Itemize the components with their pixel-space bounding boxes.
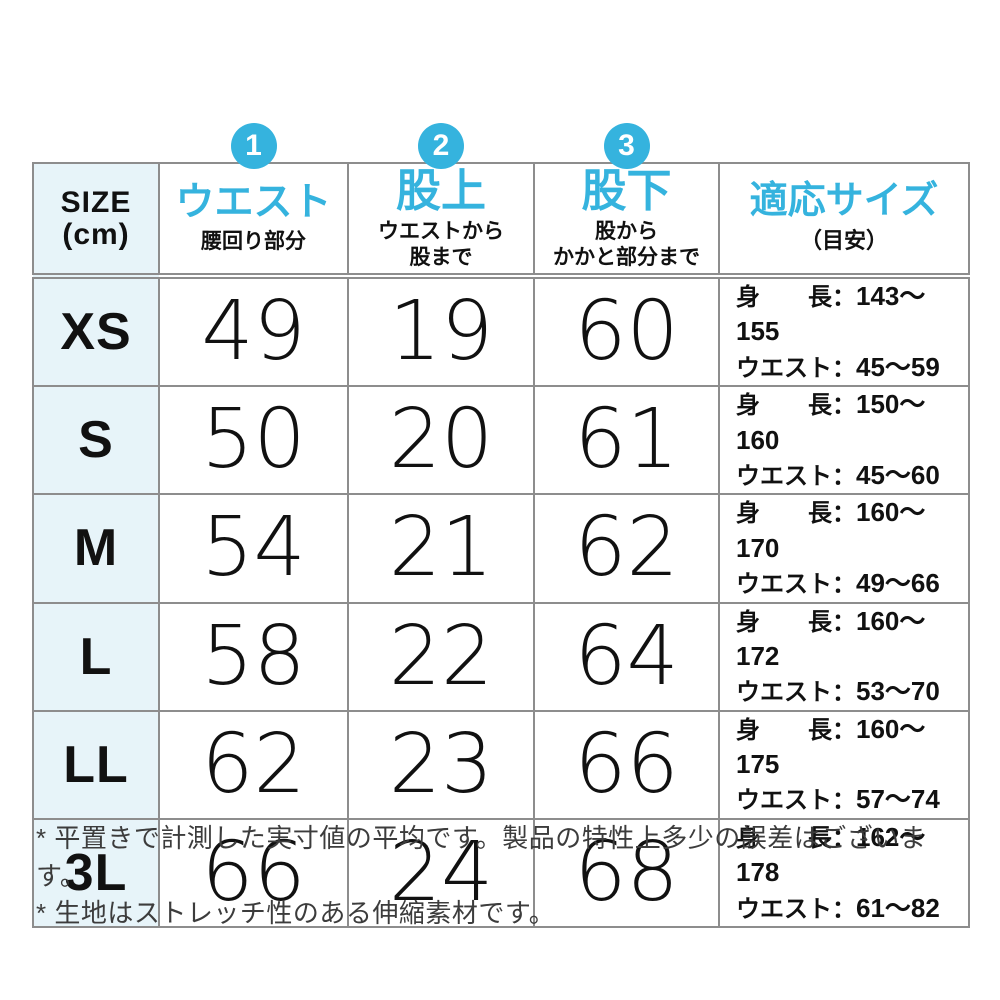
fit-range: 身 長：162〜178 ウエスト：61〜82 (718, 817, 970, 929)
inseam-column-subtitle-line1: 股から (595, 220, 658, 244)
inseam-value: 61 (533, 385, 720, 496)
fit-column-title: 適応サイズ (749, 179, 939, 222)
fit-waist-line: ウエスト：61〜82 (736, 892, 940, 923)
fit-range: 身 長：143〜155 ウエスト：45〜59 (718, 274, 970, 388)
fit-column-subtitle: （目安） (799, 228, 888, 254)
fit-waist-value: 45〜60 (856, 459, 940, 490)
fit-range: 身 長：160〜175 ウエスト：57〜74 (718, 709, 970, 820)
badge-1-icon: 1 (230, 123, 277, 169)
rise-value: 21 (347, 493, 535, 604)
rise-value: 19 (347, 274, 535, 388)
rise-value: 22 (347, 601, 535, 712)
size-label-line1: SIZE (60, 186, 132, 220)
fit-height-line: 身 長：150〜160 (736, 389, 926, 455)
waist-value: 50 (158, 385, 349, 496)
fit-waist-label: ウエスト： (736, 679, 856, 707)
rise-value: 20 (347, 385, 535, 496)
badge-2-icon: 2 (418, 123, 464, 169)
size-table-header: SIZE (cm) 1 ウエスト 腰回り部分 2 股上 ウエストから 股まで 3… (32, 123, 970, 279)
inseam-value: 62 (533, 493, 720, 604)
size-label: M (32, 493, 160, 604)
fit-height-label: 身 長： (736, 500, 856, 528)
fit-height-label: 身 長： (736, 284, 856, 311)
fit-waist-label: ウエスト： (736, 787, 856, 815)
footnote-fabric: * 生地はストレッチ性のある伸縮素材です。 (36, 898, 556, 929)
table-row-m: M 54 21 62 身 長：160〜170 ウエスト：49〜66 (32, 493, 970, 604)
header-waist: 1 ウエスト 腰回り部分 (158, 123, 349, 279)
fit-height-label: 身 長： (736, 716, 856, 744)
fit-height-label: 身 長： (736, 824, 856, 852)
rise-column-subtitle-line1: ウエストから (378, 220, 504, 244)
fit-height-value: 162〜178 (736, 821, 926, 888)
fit-height-line: 身 長：160〜175 (736, 713, 926, 780)
waist-value: 49 (158, 274, 349, 388)
waist-value: 58 (158, 601, 349, 712)
fit-waist-line: ウエスト：49〜66 (736, 568, 940, 599)
rise-column-title: 股上 (395, 165, 486, 217)
footnote-measurement: * 平置きで計測した実寸値の平均です。製品の特性上多少の誤差はございます。 (36, 823, 927, 891)
inseam-value: 68 (533, 817, 720, 929)
waist-value: 54 (158, 493, 349, 604)
fit-range: 身 長：160〜172 ウエスト：53〜70 (718, 601, 970, 712)
waist-column-subtitle: 腰回り部分 (201, 229, 306, 253)
inseam-value: 60 (533, 274, 720, 388)
waist-value: 66 (158, 817, 349, 929)
inseam-column-subtitle-line2: かかと部分まで (553, 245, 700, 269)
waist-value: 62 (158, 709, 349, 820)
fit-height-label: 身 長： (736, 392, 856, 420)
fit-waist-line: ウエスト：45〜59 (736, 351, 940, 382)
header-rise: 2 股上 ウエストから 股まで (347, 123, 535, 279)
size-table: SIZE (cm) 1 ウエスト 腰回り部分 2 股上 ウエストから 股まで 3… (32, 123, 970, 929)
fit-height-value: 160〜170 (736, 497, 926, 563)
fit-waist-label: ウエスト： (736, 354, 856, 382)
size-label: 3L (32, 817, 160, 929)
table-row-3l: 3L 66 24 68 身 長：162〜178 ウエスト：61〜82 (32, 817, 970, 929)
fit-waist-label: ウエスト： (736, 462, 856, 490)
fit-waist-label: ウエスト： (736, 895, 856, 923)
table-row-l: L 58 22 64 身 長：160〜172 ウエスト：53〜70 (32, 601, 970, 712)
fit-waist-value: 49〜66 (856, 568, 940, 599)
fit-waist-line: ウエスト：57〜74 (736, 784, 940, 815)
size-label: L (32, 601, 160, 712)
fit-height-line: 身 長：143〜155 (736, 281, 926, 347)
header-size-cm: SIZE (cm) (32, 162, 160, 279)
table-row-xs: XS 49 19 60 身 長：143〜155 ウエスト：45〜59 (32, 274, 970, 388)
fit-waist-line: ウエスト：45〜60 (736, 459, 940, 490)
header-inseam: 3 股下 股から かかと部分まで (533, 123, 720, 279)
header-fit-size: 適応サイズ （目安） (718, 162, 970, 279)
fit-height-line: 身 長：162〜178 (736, 821, 926, 888)
fit-range: 身 長：150〜160 ウエスト：45〜60 (718, 385, 970, 496)
fit-waist-value: 53〜70 (856, 676, 940, 707)
inseam-value: 64 (533, 601, 720, 712)
waist-column-title: ウエスト (175, 180, 332, 224)
fit-waist-value: 57〜74 (856, 784, 940, 815)
fit-waist-label: ウエスト： (736, 571, 856, 599)
fit-height-value: 143〜155 (736, 281, 926, 347)
fit-waist-value: 45〜59 (856, 351, 940, 382)
table-row-ll: LL 62 23 66 身 長：160〜175 ウエスト：57〜74 (32, 709, 970, 820)
fit-height-line: 身 長：160〜172 (736, 605, 926, 671)
badge-3-icon: 3 (603, 123, 650, 169)
size-label: S (32, 385, 160, 496)
rise-column-subtitle-line2: 股まで (409, 245, 473, 269)
fit-height-line: 身 長：160〜170 (736, 497, 926, 563)
fit-height-value: 160〜172 (736, 605, 926, 671)
size-label: XS (32, 274, 160, 388)
inseam-column-title: 股下 (581, 165, 672, 217)
rise-value: 24 (347, 817, 535, 929)
inseam-value: 66 (533, 709, 720, 820)
size-label: LL (32, 709, 160, 820)
rise-value: 23 (347, 709, 535, 820)
footnotes: * 平置きで計測した実寸値の平均です。製品の特性上多少の誤差はございます。 * … (36, 820, 976, 933)
fit-range: 身 長：160〜170 ウエスト：49〜66 (718, 493, 970, 604)
fit-height-value: 160〜175 (736, 713, 926, 780)
size-label-line2: (cm) (62, 217, 130, 251)
fit-waist-line: ウエスト：53〜70 (736, 676, 940, 707)
fit-height-value: 150〜160 (736, 389, 926, 455)
fit-height-label: 身 長： (736, 608, 856, 636)
fit-waist-value: 61〜82 (856, 892, 940, 923)
table-row-s: S 50 20 61 身 長：150〜160 ウエスト：45〜60 (32, 385, 970, 496)
